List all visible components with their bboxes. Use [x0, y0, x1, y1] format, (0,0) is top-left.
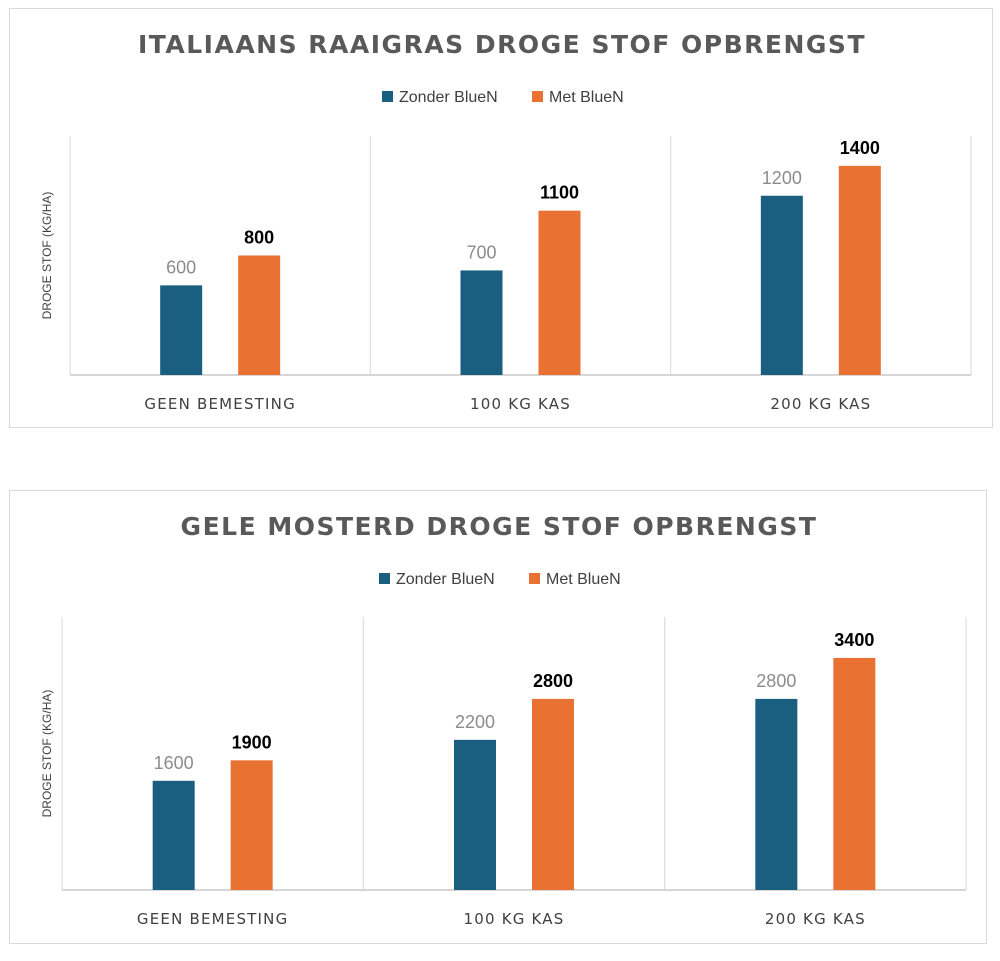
category-label-3: 200 KG KAS: [770, 395, 871, 413]
chart-raaigras-svg: ITALIAANS RAAIGRAS DROGE STOF OPBRENGST Z…: [40, 30, 972, 413]
chart-raaigras: ITALIAANS RAAIGRAS DROGE STOF OPBRENGST Z…: [9, 8, 993, 428]
data-label-zonder-1: 600: [166, 257, 196, 277]
bar-met-3: [833, 657, 876, 890]
data-label-zonder-2: 2200: [455, 712, 495, 732]
bar-met-2: [532, 698, 574, 890]
chart-mosterd: GELE MOSTERD DROGE STOF OPBRENGST Zonder …: [9, 490, 987, 944]
data-label-zonder-3: 2800: [756, 671, 796, 691]
category-label-1: GEEN BEMESTING: [137, 910, 289, 928]
data-label-met-2: 1100: [540, 183, 579, 203]
legend-swatch-1: [379, 573, 390, 584]
y-axis-label: DROGE STOF (KG/HA): [40, 192, 54, 320]
bar-met-2: [538, 210, 581, 375]
data-label-met-1: 1900: [232, 732, 272, 752]
legend-swatch-1: [382, 91, 393, 102]
category-label-3: 200 KG KAS: [765, 910, 866, 928]
data-label-zonder-2: 700: [466, 242, 496, 262]
legend-label-1: Zonder BlueN: [396, 571, 495, 588]
y-axis-label: DROGE STOF (KG/HA): [40, 690, 54, 818]
bar-met-1: [238, 255, 281, 375]
category-label-1: GEEN BEMESTING: [144, 395, 296, 413]
bar-zonder-3: [760, 195, 803, 375]
legend-label-1: Zonder BlueN: [399, 89, 498, 106]
legend-swatch-2: [529, 573, 540, 584]
bar-met-3: [838, 165, 881, 375]
chart-mosterd-svg: GELE MOSTERD DROGE STOF OPBRENGST Zonder …: [40, 512, 967, 928]
data-label-met-3: 1400: [840, 138, 880, 158]
chart-title: ITALIAANS RAAIGRAS DROGE STOF OPBRENGST: [138, 30, 866, 59]
data-label-met-1: 800: [244, 228, 274, 248]
bar-zonder-1: [160, 285, 203, 375]
bar-zonder-2: [460, 270, 503, 375]
bar-zonder-2: [454, 739, 496, 890]
legend-label-2: Met BlueN: [546, 571, 621, 588]
data-label-met-2: 2800: [533, 671, 573, 691]
bar-met-1: [230, 760, 273, 890]
data-label-met-3: 3400: [834, 630, 874, 650]
bar-zonder-3: [755, 698, 798, 890]
data-label-zonder-3: 1200: [762, 168, 802, 188]
bar-zonder-1: [152, 780, 195, 890]
data-label-zonder-1: 1600: [154, 753, 194, 773]
legend-label-2: Met BlueN: [549, 89, 624, 106]
category-label-2: 100 KG KAS: [470, 395, 571, 413]
legend-swatch-2: [532, 91, 543, 102]
category-label-2: 100 KG KAS: [464, 910, 565, 928]
chart-title: GELE MOSTERD DROGE STOF OPBRENGST: [181, 512, 818, 541]
